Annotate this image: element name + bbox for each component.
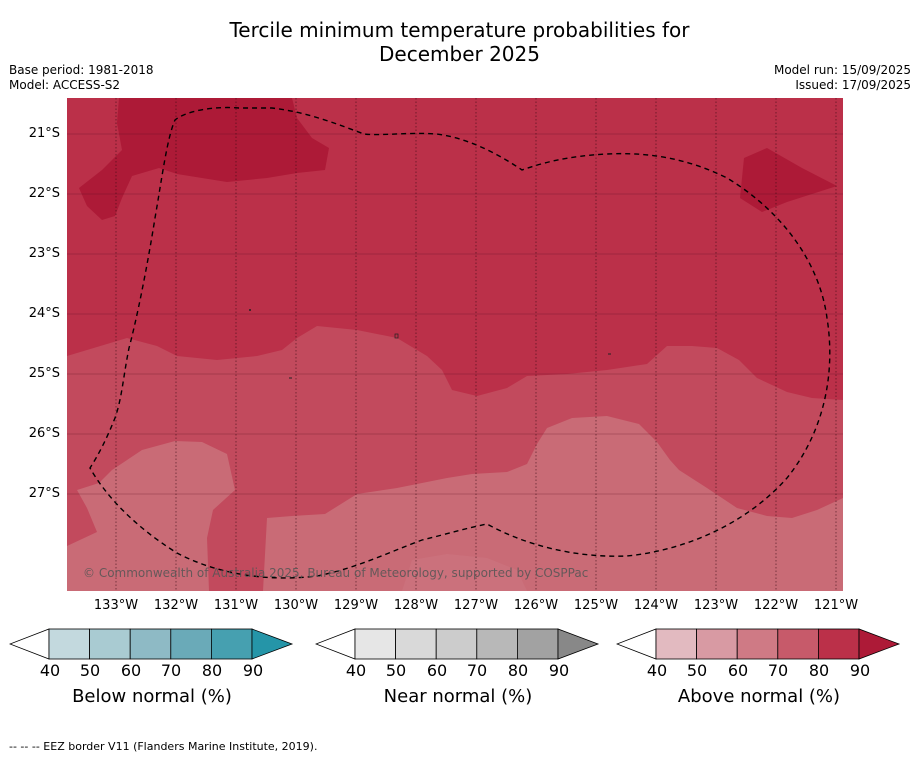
colorbar-tick: 50 [686,661,708,680]
lon-label: 121°W [813,598,859,613]
lat-label: 22°S [28,186,60,201]
map-svg [67,98,843,591]
lat-label: 24°S [28,306,60,321]
colorbar-segment [736,628,779,660]
lat-label: 21°S [28,126,60,141]
colorbar-extend-max [557,628,600,660]
colorbar-segment [655,628,697,660]
longitude-gridlines [115,98,837,591]
lon-label: 131°W [213,598,259,613]
probability-map [67,98,843,591]
lat-label: 27°S [28,486,60,501]
lon-label: 130°W [273,598,319,613]
colorbar-extend-min [9,628,50,660]
model-name: Model: ACCESS-S2 [9,78,121,92]
lon-label: 123°W [693,598,739,613]
colorbar-segment [435,628,478,660]
colorbar-segment [170,628,212,660]
colorbar-segment [210,628,253,660]
colorbar-tick: 50 [385,661,407,680]
colorbar-segment [696,628,738,660]
meta-left: Base period: 1981-2018 Model: ACCESS-S2 [9,63,154,93]
colorbar-segment [516,628,559,660]
lat-label: 23°S [28,246,60,261]
title-line-1: Tercile minimum temperature probabilitie… [229,18,690,42]
colorbar-tick: 40 [39,661,61,680]
model-run: Model run: 15/09/2025 [773,63,911,77]
colorbar-tick: 70 [466,661,488,680]
colorbar-svg [616,628,901,660]
colorbar-segment [89,628,131,660]
colorbar-svg [9,628,294,660]
colorbar-near-normal [315,628,603,660]
lon-label: 125°W [573,598,619,613]
colorbar-segment [354,628,396,660]
base-period: Base period: 1981-2018 [9,63,154,77]
issued-date: Issued: 17/09/2025 [795,78,911,92]
lon-label: 132°W [153,598,199,613]
colorbar-tick: 60 [727,661,749,680]
colorbar-tick: 40 [345,661,367,680]
colorbar-tick: 90 [548,661,570,680]
colorbar-segment [817,628,860,660]
colorbar-tick: 60 [426,661,448,680]
lon-label: 129°W [333,598,379,613]
colorbar-title-near: Near normal (%) [383,686,533,707]
colorbar-segment [395,628,437,660]
colorbar-tick: 80 [507,661,529,680]
title-line-2: December 2025 [379,42,540,66]
colorbar-tick: 80 [201,661,223,680]
colorbar-tick: 90 [849,661,871,680]
zone-above-90-east [740,148,837,212]
zone-above-60-70-south [263,416,843,591]
latitude-gridlines [67,133,843,495]
lon-label: 133°W [93,598,139,613]
meta-right: Model run: 15/09/2025 Issued: 17/09/2025 [774,63,911,93]
colorbar-tick: 70 [160,661,182,680]
colorbar-tick: 80 [808,661,830,680]
colorbar-title-above: Above normal (%) [677,686,841,707]
colorbar-below-normal [9,628,297,660]
colorbar-tick: 50 [79,661,101,680]
colorbar-svg [315,628,600,660]
zone-above-60-70-patch [402,554,527,591]
lon-label: 127°W [453,598,499,613]
colorbar-extend-min [616,628,657,660]
map-title: Tercile minimum temperature probabilitie… [0,18,919,66]
island-marker [394,333,399,339]
lon-label: 122°W [753,598,799,613]
colorbar-above-normal [616,628,904,660]
lon-label: 124°W [633,598,679,613]
colorbar-extend-min [315,628,356,660]
colorbar-extend-max [251,628,294,660]
colorbar-tick: 40 [646,661,668,680]
colorbar-title-below: Below normal (%) [72,686,232,707]
copyright-notice: © Commonwealth of Australia 2025, Bureau… [83,566,589,580]
colorbar-segment [777,628,819,660]
eez-border [89,106,831,579]
colorbar-tick: 60 [120,661,142,680]
colorbar-segment [129,628,172,660]
lon-label: 126°W [513,598,559,613]
island-marker [249,309,251,311]
eez-footnote: -- -- -- EEZ border V11 (Flanders Marine… [9,740,318,753]
colorbar-extend-max [858,628,901,660]
colorbar-tick: 90 [242,661,264,680]
lat-label: 26°S [28,426,60,441]
zone-above-60-70-west [67,441,235,591]
lat-label: 25°S [28,366,60,381]
colorbar-tick: 70 [767,661,789,680]
colorbar-segment [48,628,90,660]
zone-above-90-west [79,98,329,220]
colorbar-segment [476,628,518,660]
lon-label: 128°W [393,598,439,613]
